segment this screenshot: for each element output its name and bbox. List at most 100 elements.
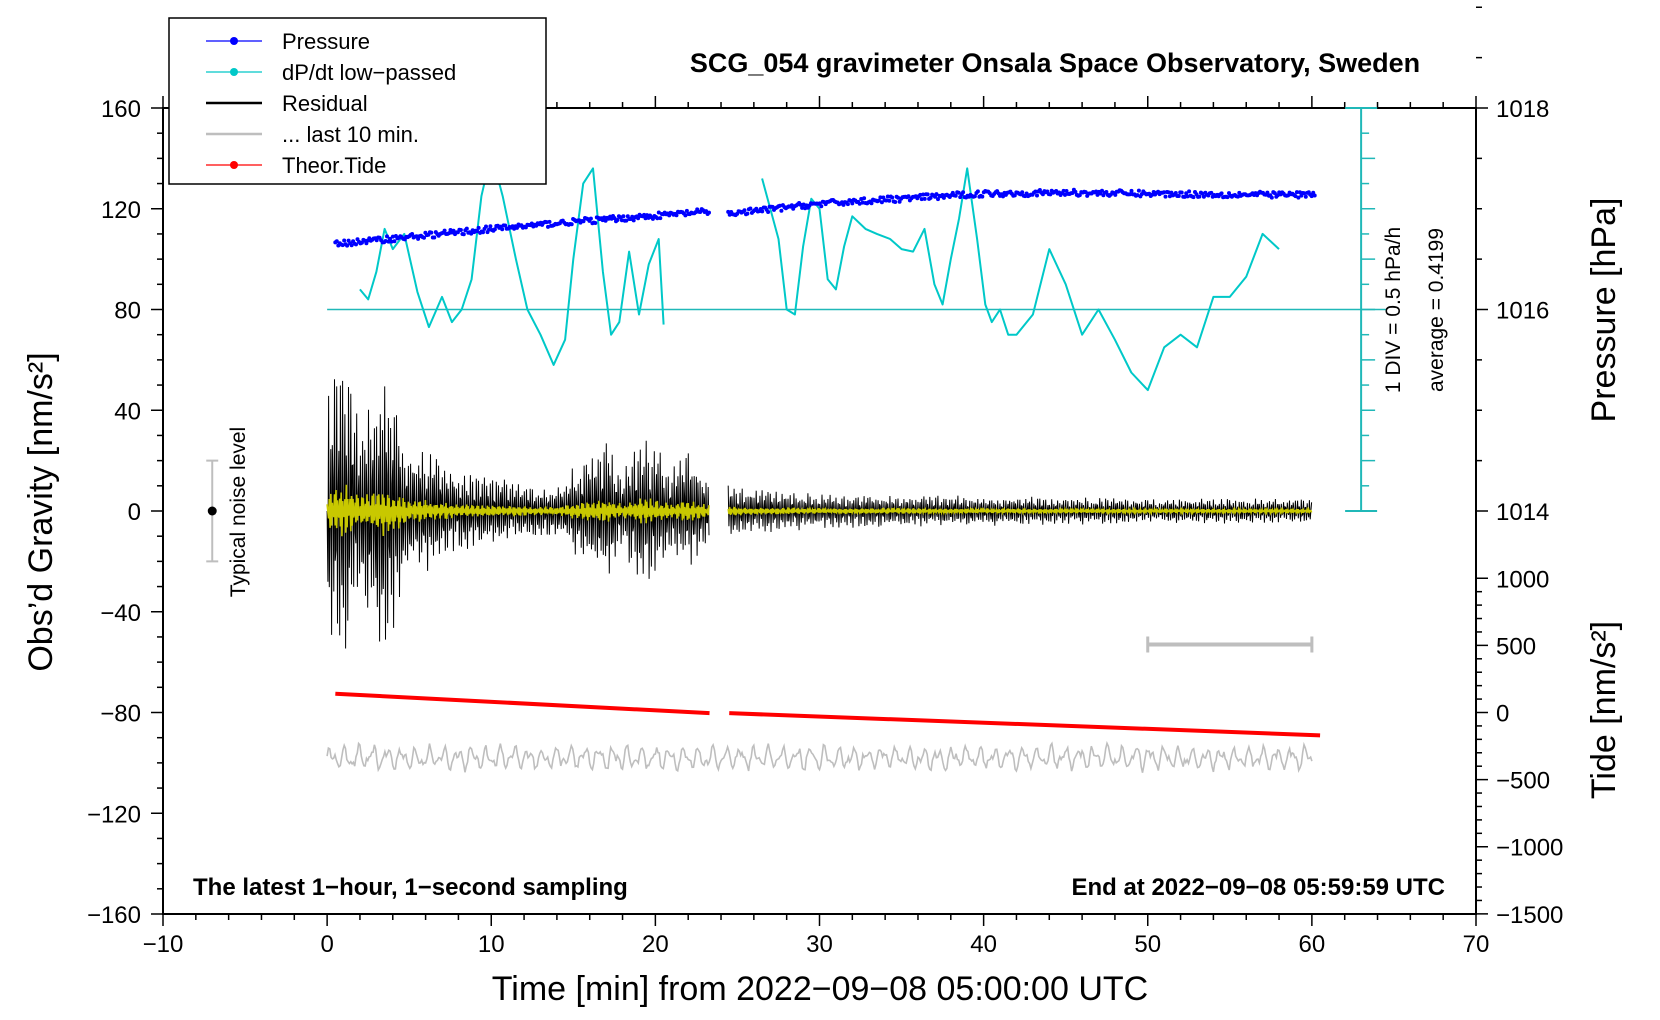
y-tick-label: 0	[128, 499, 141, 526]
pressure-point	[630, 214, 635, 219]
pressure-tick-label: 1018	[1496, 96, 1549, 123]
pressure-point	[1201, 194, 1206, 199]
pressure-point	[1296, 195, 1301, 200]
pressure-point	[884, 198, 889, 203]
legend-box	[168, 17, 547, 185]
y-tick-label: −80	[100, 701, 141, 728]
x-tick-label: 0	[320, 931, 333, 958]
pressure-point	[936, 197, 940, 202]
chart-title: SCG_054 gravimeter Onsala Space Observat…	[690, 48, 1420, 78]
dpdt-line	[761, 167, 1280, 392]
pressure-point	[389, 239, 394, 244]
pressure-point	[1095, 192, 1100, 197]
pressure-point	[392, 239, 397, 244]
pressure-point	[475, 229, 480, 234]
pressure-point	[1191, 195, 1196, 200]
pressure-point	[1135, 193, 1140, 198]
legend-label: dP/dt low−passed	[282, 60, 456, 85]
pressure-point	[921, 192, 926, 197]
average-label: average = 0.4199	[1425, 228, 1448, 392]
pressure-point	[893, 200, 898, 204]
pressure-point	[919, 197, 924, 202]
pressure-point	[1173, 191, 1178, 195]
x-tick-label: −10	[143, 931, 184, 958]
pressure-tick-label: 1014	[1496, 499, 1549, 526]
pressure-point	[1187, 189, 1192, 194]
legend-marker	[230, 161, 238, 169]
pressure-point	[655, 216, 660, 221]
tide-tick-label: −1500	[1496, 902, 1563, 929]
pressure-axis-title: Pressure [hPa]	[1585, 198, 1623, 423]
legend-label: Pressure	[282, 29, 370, 54]
last-10-min-line	[326, 740, 1313, 774]
pressure-point	[684, 208, 689, 213]
pressure-point	[481, 230, 485, 235]
pressure-point	[1162, 190, 1166, 195]
legend-label: ... last 10 min.	[282, 122, 419, 147]
x-tick-label: 10	[478, 931, 505, 958]
pressure-point	[476, 225, 481, 230]
pressure-point	[1113, 192, 1118, 197]
y-axis-left-ticks: 160 120 80 40 0 −40 −80 −120 −160	[87, 96, 163, 929]
pressure-point	[683, 213, 688, 218]
pressure-point	[1077, 193, 1082, 198]
pressure-point	[1104, 190, 1109, 194]
pressure-point	[748, 206, 753, 211]
pressure-point	[777, 203, 782, 208]
x-tick-label: 30	[806, 931, 833, 958]
pressure-point	[1302, 191, 1307, 196]
y-tick-label: 160	[101, 96, 141, 123]
pressure-point	[612, 216, 617, 221]
pressure-point	[1184, 191, 1189, 196]
pressure-point	[354, 242, 358, 247]
pressure-point	[390, 234, 395, 239]
pressure-point	[980, 194, 985, 199]
noise-bar	[206, 459, 219, 563]
pressure-point	[500, 227, 505, 232]
ten-minute-scale-bar	[1146, 636, 1314, 653]
y-tick-label: −160	[87, 902, 141, 929]
pressure-point	[1176, 194, 1181, 198]
pressure-point	[342, 238, 347, 243]
pressure-point	[1197, 194, 1202, 199]
tide-tick-label: −1000	[1496, 835, 1563, 862]
pressure-point	[857, 201, 862, 206]
pressure-point	[1294, 190, 1299, 195]
pressure-point	[458, 228, 463, 232]
pressure-point	[766, 210, 771, 214]
pressure-point	[422, 235, 426, 240]
pressure-point	[461, 232, 466, 237]
pressure-point	[879, 200, 884, 205]
legend: Pressure dP/dt low−passed Residual ... last…	[168, 17, 547, 185]
pressure-point	[1163, 194, 1168, 199]
pressure-point	[442, 228, 447, 233]
y-tick-label: −40	[100, 600, 141, 627]
legend-entries: Pressure dP/dt low−passed Residual ... last…	[206, 29, 456, 178]
pressure-point	[1185, 194, 1190, 199]
pressure-point	[1061, 188, 1066, 193]
pressure-point	[878, 195, 883, 200]
tide-axis-ticks: 1000 500 0 −500 −1000 −1500	[1476, 566, 1563, 929]
tide-tick-label: −500	[1496, 768, 1550, 795]
x-tick-label: 40	[970, 931, 997, 958]
pressure-point	[643, 216, 648, 221]
pressure-point	[1073, 189, 1078, 194]
pressure-point	[1309, 194, 1314, 199]
pressure-point	[621, 214, 626, 219]
x-tick-label: 50	[1134, 931, 1161, 958]
pressure-point	[1179, 190, 1184, 195]
pressure-point	[615, 218, 620, 222]
pressure-point	[1083, 190, 1088, 195]
tide-axis-title: Tide [nm/s²]	[1585, 621, 1623, 799]
tide-tick-label: 500	[1496, 633, 1536, 660]
pressure-point	[1265, 190, 1270, 195]
pressure-point	[1167, 194, 1172, 199]
pressure-point	[464, 226, 469, 231]
pressure-point	[819, 204, 824, 209]
pressure-point	[547, 219, 552, 224]
pressure-point	[1209, 190, 1214, 195]
pressure-point	[975, 189, 980, 194]
pressure-point	[432, 235, 437, 240]
pressure-point	[906, 194, 911, 199]
